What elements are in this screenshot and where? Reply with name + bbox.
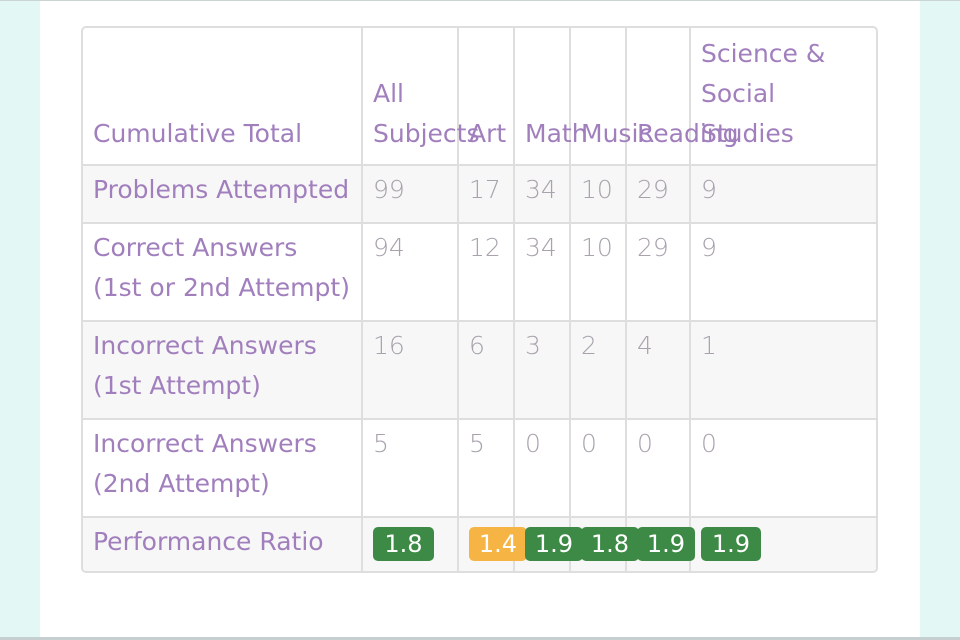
- cell-problems-reading: 29: [627, 166, 691, 224]
- row-label-incorrect-second: Incorrect Answers (2nd Attempt): [83, 420, 363, 518]
- cell-incorrect2-all: 5: [363, 420, 459, 518]
- bottom-border: [0, 637, 960, 640]
- cell-incorrect1-math: 3: [515, 322, 571, 420]
- cell-incorrect1-reading: 4: [627, 322, 691, 420]
- cell-problems-art: 17: [459, 166, 515, 224]
- header-math: Math: [515, 28, 588, 166]
- header-art: Art: [459, 28, 515, 166]
- cell-correct-reading: 29: [627, 224, 691, 322]
- header-music: Music: [571, 28, 652, 166]
- cell-incorrect2-reading: 0: [627, 420, 691, 518]
- cell-problems-math: 34: [515, 166, 571, 224]
- cell-incorrect1-science: 1: [691, 322, 876, 420]
- header-all-subjects: All Subjects: [363, 28, 479, 166]
- ratio-badge-music: 1.8: [581, 527, 639, 561]
- ratio-badge-reading: 1.9: [637, 527, 695, 561]
- cell-incorrect1-art: 6: [459, 322, 515, 420]
- ratio-badge-math: 1.9: [525, 527, 583, 561]
- cell-incorrect1-all: 16: [363, 322, 459, 420]
- header-science-social-studies: Science & Social Studies: [691, 28, 876, 166]
- header-reading: Reading: [627, 28, 738, 166]
- cell-problems-music: 10: [571, 166, 627, 224]
- header-corner: Cumulative Total: [83, 28, 363, 166]
- cell-problems-all: 99: [363, 166, 459, 224]
- row-label-performance-ratio: Performance Ratio: [83, 518, 363, 571]
- top-border: [0, 0, 960, 1]
- cell-correct-music: 10: [571, 224, 627, 322]
- cell-correct-math: 34: [515, 224, 571, 322]
- ratio-badge-science: 1.9: [701, 527, 761, 561]
- cell-incorrect2-art: 5: [459, 420, 515, 518]
- row-label-incorrect-first: Incorrect Answers (1st Attempt): [83, 322, 363, 420]
- cell-incorrect2-math: 0: [515, 420, 571, 518]
- cell-correct-all: 94: [363, 224, 459, 322]
- cumulative-totals-table: Cumulative Total All Subjects Art Math M…: [81, 26, 878, 573]
- cell-correct-art: 12: [459, 224, 515, 322]
- ratio-badge-art: 1.4: [469, 527, 527, 561]
- cell-problems-science: 9: [691, 166, 876, 224]
- cell-incorrect2-music: 0: [571, 420, 627, 518]
- cell-incorrect2-science: 0: [691, 420, 876, 518]
- ratio-badge-all: 1.8: [373, 527, 434, 561]
- cell-incorrect1-music: 2: [571, 322, 627, 420]
- cell-correct-science: 9: [691, 224, 876, 322]
- row-label-correct-answers: Correct Answers (1st or 2nd Attempt): [83, 224, 363, 322]
- row-label-problems-attempted: Problems Attempted: [83, 166, 363, 224]
